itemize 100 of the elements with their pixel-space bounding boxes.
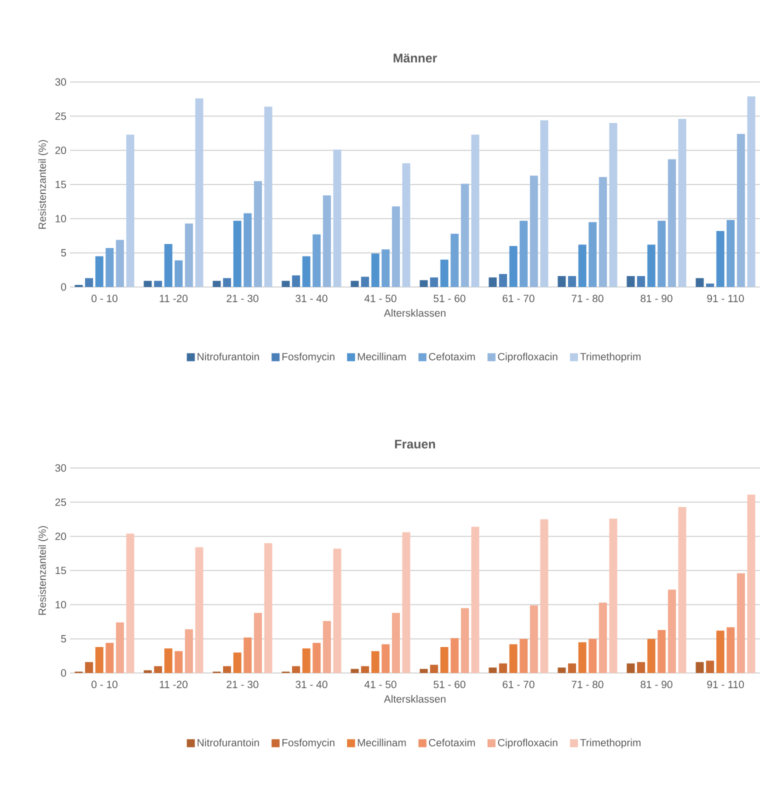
bar xyxy=(588,222,597,287)
bar xyxy=(212,280,221,287)
bar xyxy=(371,651,380,673)
y-tick-label: 30 xyxy=(55,464,66,472)
bar xyxy=(540,120,548,287)
bar xyxy=(609,518,618,673)
bar xyxy=(402,163,410,287)
bar xyxy=(658,220,666,287)
x-axis-title: Altersklassen xyxy=(384,309,446,317)
x-tick-label: 61 - 70 xyxy=(502,680,534,688)
y-axis-title: Resistenzanteil (%) xyxy=(38,526,48,615)
bar xyxy=(706,284,714,287)
bar xyxy=(361,276,370,287)
bar xyxy=(85,278,94,287)
bar xyxy=(488,668,497,673)
y-tick-label: 30 xyxy=(55,78,66,86)
x-tick-label: 31 - 40 xyxy=(296,294,328,302)
y-axis-title: Resistenzanteil (%) xyxy=(38,140,48,229)
bar xyxy=(578,244,586,287)
x-tick-label: 41 - 50 xyxy=(364,680,396,688)
bar xyxy=(116,240,124,287)
bar xyxy=(402,532,410,673)
bar xyxy=(95,647,104,673)
bar xyxy=(647,638,656,673)
x-tick-label: 41 - 50 xyxy=(364,294,396,302)
bar xyxy=(254,181,262,287)
bar xyxy=(164,244,172,287)
x-tick-label: 21 - 30 xyxy=(226,680,258,688)
bar xyxy=(488,277,497,287)
bar xyxy=(647,244,656,287)
chart-title: Männer xyxy=(394,54,437,62)
bar xyxy=(637,662,646,673)
bar xyxy=(106,642,114,673)
x-tick-label: 0 - 10 xyxy=(92,294,118,302)
bar xyxy=(471,526,480,673)
y-tick-label: 0 xyxy=(61,283,66,291)
x-tick-label: 91 - 110 xyxy=(707,680,744,688)
bar xyxy=(264,106,272,287)
y-tick-label: 10 xyxy=(56,600,66,608)
y-tick-label: 20 xyxy=(55,532,66,540)
legend-label: Cefotaxim xyxy=(428,738,475,746)
bar xyxy=(530,605,538,673)
bar xyxy=(322,195,331,287)
x-tick-label: 11 -20 xyxy=(160,294,188,302)
x-tick-label: 11 -20 xyxy=(160,680,188,688)
x-tick-label: 0 - 10 xyxy=(92,680,118,688)
bar xyxy=(382,249,390,287)
bar xyxy=(233,652,242,673)
bar xyxy=(195,547,204,673)
bar xyxy=(392,612,400,673)
bar xyxy=(726,627,735,673)
bar xyxy=(184,223,193,287)
x-tick-label: 51 - 60 xyxy=(434,680,466,688)
bar xyxy=(568,663,576,673)
y-tick-label: 25 xyxy=(55,498,66,506)
bar xyxy=(174,260,183,287)
y-tick-label: 5 xyxy=(61,635,66,642)
bar xyxy=(509,246,518,287)
bar xyxy=(126,534,134,673)
x-tick-label: 51 - 60 xyxy=(434,294,466,302)
bar xyxy=(233,220,242,287)
bar xyxy=(144,670,152,673)
x-tick-label: 71 - 80 xyxy=(572,294,604,302)
bar xyxy=(460,184,469,287)
x-tick-label: 81 - 90 xyxy=(640,680,672,688)
bar xyxy=(558,668,566,673)
bar xyxy=(696,662,704,673)
bar xyxy=(361,666,370,673)
bar xyxy=(371,254,380,287)
legend-label: Fosfomycin xyxy=(282,352,334,362)
bar xyxy=(460,608,469,673)
bar xyxy=(312,642,321,673)
bar xyxy=(588,638,597,673)
bar xyxy=(736,573,745,673)
bar xyxy=(668,159,676,287)
bar xyxy=(292,275,300,287)
x-axis-title: Altersklassen xyxy=(384,695,446,703)
bar xyxy=(312,234,321,287)
bar xyxy=(747,494,756,673)
bar xyxy=(520,638,528,673)
y-tick-label: 5 xyxy=(61,249,66,256)
bar xyxy=(292,666,300,673)
bar xyxy=(626,276,635,287)
bar xyxy=(568,276,576,287)
bar xyxy=(609,122,618,287)
bar xyxy=(626,663,635,673)
bar xyxy=(302,256,310,287)
bar xyxy=(144,280,152,287)
bar xyxy=(333,548,342,673)
bar xyxy=(450,638,459,673)
x-tick-label: 71 - 80 xyxy=(572,680,604,688)
bar xyxy=(706,660,714,673)
bar xyxy=(678,506,686,673)
bar xyxy=(747,96,756,287)
legend-label: Trimethoprim xyxy=(580,352,640,362)
x-tick-label: 91 - 110 xyxy=(707,294,744,302)
bar xyxy=(450,234,459,287)
bar xyxy=(530,176,538,287)
bar xyxy=(509,644,518,673)
bar xyxy=(598,176,607,287)
